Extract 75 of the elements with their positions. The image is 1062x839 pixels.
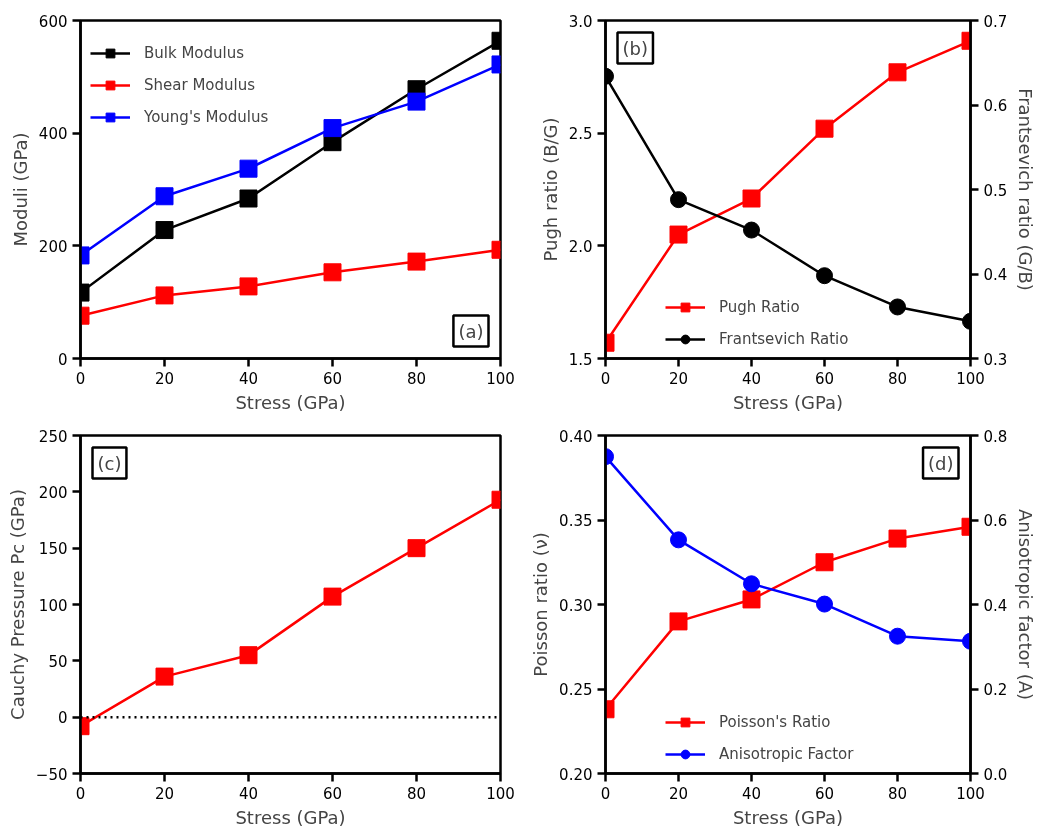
x-tick-label: 20: [154, 784, 175, 803]
legend-label: Anisotropic Factor: [719, 745, 854, 763]
y2-tick-label: 0.7: [983, 12, 1008, 31]
y-axis-title: Moduli (GPa): [9, 132, 31, 247]
y-tick-label: 2.5: [568, 125, 593, 144]
annotation: (b): [622, 37, 648, 59]
x-axis-title: Stress (GPa): [235, 391, 346, 413]
y-tick-label: 0.25: [559, 681, 593, 699]
y-tick-label: 200: [38, 483, 68, 502]
y-axis-title: Cauchy Pressure Pc (GPa): [6, 489, 28, 720]
y2-tick-label: 0.5: [983, 181, 1008, 200]
x-tick-label: 20: [154, 369, 175, 388]
y2-tick-label: 0.8: [983, 427, 1008, 446]
x-tick-label: 60: [814, 784, 835, 803]
x-tick-label: 80: [406, 369, 427, 388]
x-tick-label: 100: [956, 369, 985, 388]
y-tick-label: 100: [38, 596, 68, 615]
y-axis-title: Pugh ratio (B/G): [539, 117, 561, 262]
y2-tick-label: 0.3: [983, 350, 1008, 369]
x-tick-label: 80: [887, 369, 908, 388]
x-tick-label: 100: [956, 784, 985, 803]
y-tick-label: 50: [48, 652, 68, 671]
x-tick-label: 40: [741, 369, 762, 388]
x-tick-label: 40: [238, 369, 259, 388]
x-tick-label: 20: [668, 784, 689, 803]
x-tick-label: 100: [486, 784, 515, 803]
y-tick-label: 0.40: [559, 427, 593, 446]
x-tick-label: 0: [600, 784, 611, 803]
legend-label: Bulk Modulus: [144, 44, 245, 62]
y-tick-label: −50: [35, 765, 68, 784]
annotation: (a): [458, 320, 484, 342]
y2-tick-label: 0.6: [983, 512, 1008, 530]
annotation: (c): [97, 452, 122, 474]
x-tick-label: 0: [600, 369, 611, 388]
x-tick-label: 0: [75, 784, 86, 803]
y-tick-label: 0.35: [559, 512, 593, 530]
y-axis-title: Poisson ratio (ν): [530, 532, 552, 677]
legend-label: Pugh Ratio: [719, 298, 800, 316]
y2-axis-title: Anisotropic factor (A): [1015, 508, 1037, 701]
x-tick-label: 80: [887, 784, 908, 803]
x-axis-title: Stress (GPa): [235, 806, 346, 828]
y2-tick-label: 0.4: [983, 266, 1008, 284]
y2-tick-label: 0.2: [983, 681, 1008, 699]
x-tick-label: 60: [814, 369, 835, 388]
y-tick-label: 3.0: [568, 12, 593, 31]
y-tick-label: 0: [57, 709, 68, 728]
x-tick-label: 40: [741, 784, 762, 803]
x-tick-label: 40: [238, 784, 259, 803]
y2-axis-title: Frantsevich ratio (G/B): [1015, 88, 1037, 291]
legend-label: Shear Modulus: [144, 76, 256, 94]
legend-label: Frantsevich Ratio: [719, 330, 849, 348]
y-tick-label: 250: [38, 427, 68, 446]
annotation: (d): [928, 452, 954, 474]
y-tick-label: 0: [57, 350, 68, 369]
x-axis-title: Stress (GPa): [732, 806, 844, 828]
x-axis-title: Stress (GPa): [732, 391, 844, 413]
x-tick-label: 20: [668, 369, 689, 388]
y-tick-label: 600: [38, 12, 68, 31]
y-tick-label: 400: [38, 125, 68, 144]
y2-tick-label: 0.0: [983, 765, 1008, 784]
legend-label: Poisson's Ratio: [719, 713, 831, 731]
x-tick-label: 0: [75, 369, 86, 388]
y-tick-label: 200: [38, 237, 68, 256]
x-tick-label: 80: [406, 784, 427, 803]
x-tick-label: 60: [322, 784, 343, 803]
y-tick-label: 150: [38, 540, 68, 559]
y-tick-label: 0.20: [559, 765, 593, 784]
y-tick-label: 0.30: [559, 596, 593, 615]
x-tick-label: 60: [322, 369, 343, 388]
y2-tick-label: 0.6: [983, 97, 1008, 115]
y-tick-label: 2.0: [568, 237, 593, 256]
x-tick-label: 100: [486, 369, 515, 388]
legend-label: Young's Modulus: [144, 108, 269, 126]
y-tick-label: 1.5: [568, 350, 593, 369]
y2-tick-label: 0.4: [983, 596, 1008, 615]
